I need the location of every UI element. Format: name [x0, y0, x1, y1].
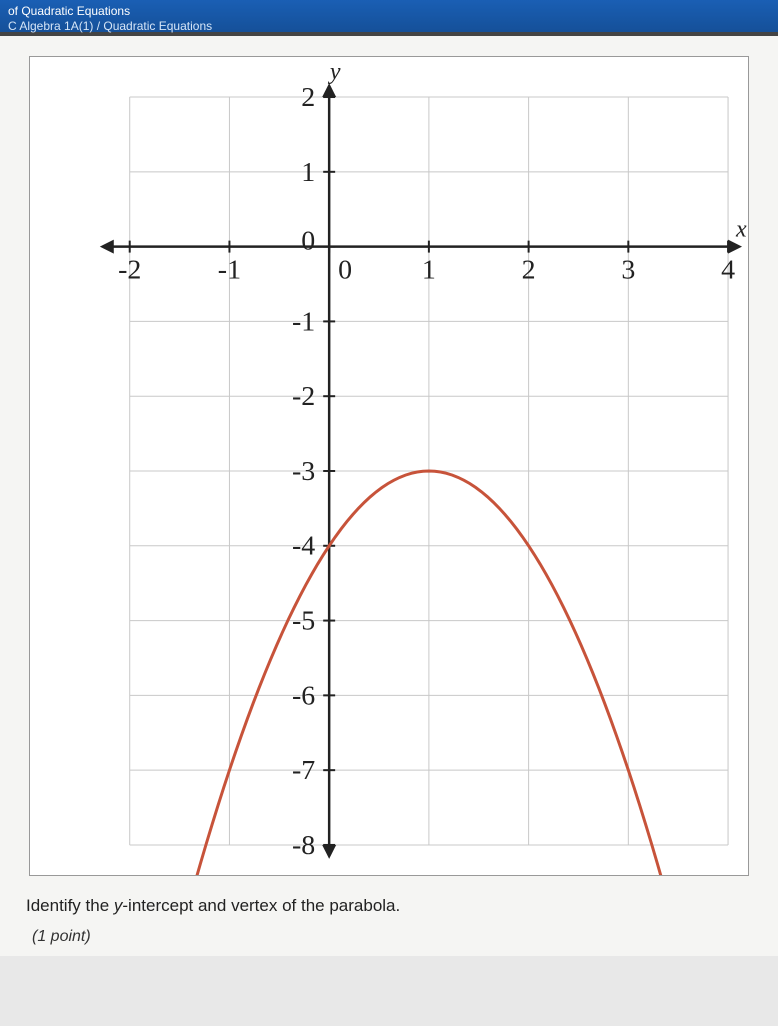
- question-suffix: -intercept and vertex of the parabola.: [122, 896, 400, 915]
- svg-text:x: x: [735, 217, 747, 243]
- svg-text:-1: -1: [292, 306, 315, 337]
- breadcrumb-sub: C Algebra 1A(1) / Quadratic Equations: [8, 19, 770, 33]
- svg-text:1: 1: [422, 255, 436, 286]
- breadcrumb-top: of Quadratic Equations: [8, 4, 770, 18]
- question-text: Identify the y-intercept and vertex of t…: [20, 896, 758, 916]
- svg-text:-3: -3: [292, 456, 315, 487]
- points-label: (1 point): [20, 928, 758, 946]
- svg-text:0: 0: [338, 255, 352, 286]
- content-area: -2 -1 1 2 3 4 0 -8 -7 -6 -5 -4 -3 -2 -1 1 2 0 y x Identify …: [0, 36, 778, 956]
- svg-text:-4: -4: [292, 531, 315, 562]
- parabola-chart: -2 -1 1 2 3 4 0 -8 -7 -6 -5 -4 -3 -2 -1 1 2 0 y x: [29, 56, 749, 876]
- svg-text:0: 0: [301, 226, 315, 257]
- question-prefix: Identify the: [26, 896, 114, 915]
- svg-text:3: 3: [621, 255, 635, 286]
- svg-text:-2: -2: [292, 381, 315, 412]
- svg-text:-1: -1: [218, 255, 241, 286]
- svg-text:2: 2: [522, 255, 536, 286]
- svg-text:4: 4: [721, 255, 735, 286]
- svg-text:-6: -6: [292, 680, 315, 711]
- chart-svg: -2 -1 1 2 3 4 0 -8 -7 -6 -5 -4 -3 -2 -1 1 2 0 y x: [30, 57, 748, 875]
- svg-text:y: y: [328, 59, 341, 85]
- svg-text:-2: -2: [118, 255, 141, 286]
- svg-text:-8: -8: [292, 830, 315, 861]
- svg-text:2: 2: [301, 82, 315, 113]
- svg-text:-7: -7: [292, 755, 315, 786]
- breadcrumb-header: of Quadratic Equations C Algebra 1A(1) /…: [0, 0, 778, 32]
- svg-text:-5: -5: [292, 606, 315, 637]
- svg-text:1: 1: [301, 157, 315, 188]
